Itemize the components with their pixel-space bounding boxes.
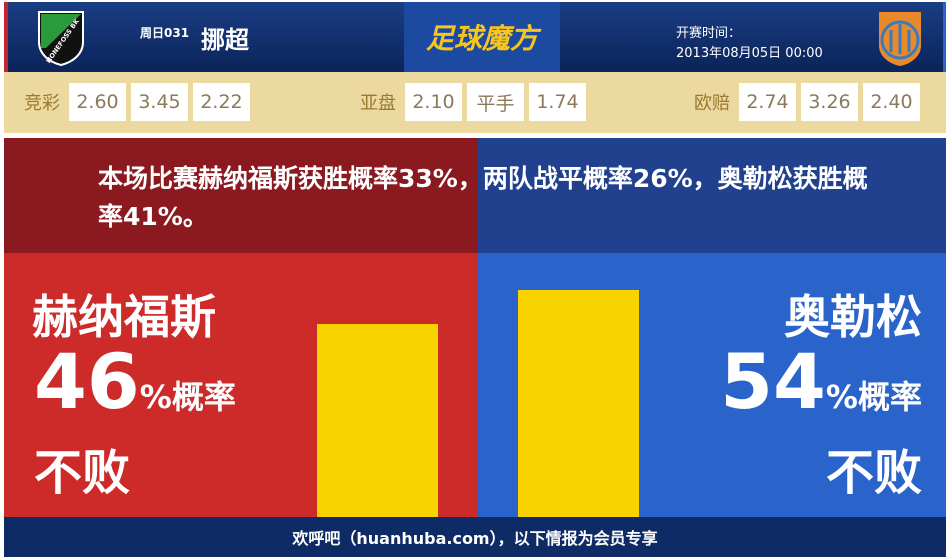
probability-summary: 本场比赛赫纳福斯获胜概率33%，两队战平概率26%，奥勒松获胜概率41%。	[98, 164, 868, 231]
odds-group-jingcai: 竞彩 2.60 3.45 2.22	[24, 83, 250, 121]
away-pct-value: 54	[720, 337, 826, 426]
home-pct-suffix: %概率	[139, 378, 236, 416]
odds-label: 竞彩	[24, 93, 60, 114]
home-pct-value: 46	[34, 337, 140, 426]
odds-label: 亚盘	[360, 93, 396, 114]
home-percentage: 46%概率	[34, 337, 236, 426]
odds-value: 2.22	[193, 83, 250, 121]
odds-group-oupei: 欧赔 2.74 3.26 2.40	[694, 83, 920, 121]
league-name: 挪超	[201, 26, 249, 54]
odds-value: 2.60	[69, 83, 126, 121]
away-pct-suffix: %概率	[825, 378, 922, 416]
odds-value: 2.10	[405, 83, 462, 121]
match-round: 周日031	[140, 26, 190, 40]
away-probability-bar	[518, 290, 639, 517]
kickoff-label: 开赛时间：	[676, 26, 742, 41]
kickoff-time: 2013年08月05日 00:00	[676, 46, 823, 61]
match-header: HONEFOSS BK 周日031 挪超 足球魔方 开赛时间： 2013年08月…	[4, 2, 946, 72]
odds-bar: 竞彩 2.60 3.45 2.22 亚盘 2.10 平手 1.74 欧赔 2.7…	[4, 72, 946, 133]
odds-value: 2.40	[863, 83, 920, 121]
away-team-logo	[879, 12, 921, 66]
home-label: 不败	[34, 445, 131, 501]
odds-value: 1.74	[529, 83, 586, 121]
away-label: 不败	[825, 445, 922, 501]
summary-banner-away	[478, 138, 946, 253]
brand-logo: 足球魔方	[404, 2, 560, 72]
away-team-name: 奥勒松	[784, 290, 922, 344]
home-team-name: 赫纳福斯	[32, 290, 216, 344]
odds-value: 2.74	[739, 83, 796, 121]
odds-group-yapan: 亚盘 2.10 平手 1.74	[360, 83, 586, 121]
away-percentage: 54%概率	[720, 337, 922, 426]
odds-value: 平手	[467, 83, 524, 121]
summary-banner-home	[4, 138, 478, 253]
home-probability-bar	[317, 323, 438, 517]
odds-value: 3.45	[131, 83, 188, 121]
odds-value: 3.26	[801, 83, 858, 121]
odds-label: 欧赔	[694, 93, 730, 114]
footer-banner[interactable]: 欢呼吧（huanhuba.com），以下情报为会员专享	[4, 517, 946, 557]
home-team-logo: HONEFOSS BK	[38, 11, 84, 66]
